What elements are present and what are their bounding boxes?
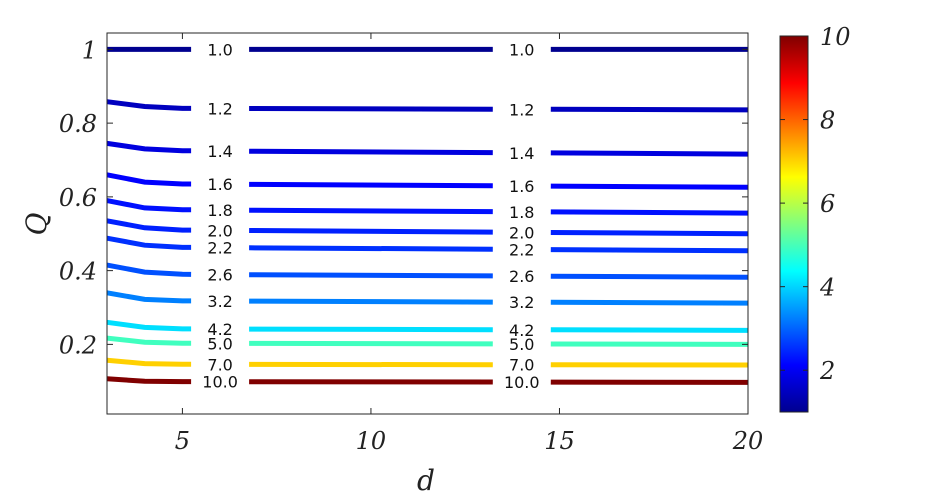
colorbar-ticks: 2 4 6 8 10 bbox=[780, 23, 851, 385]
contour-line-1-4-seg-2 bbox=[550, 150, 749, 157]
contour-label-3-2-0: 3.2 bbox=[207, 292, 232, 311]
contour-line-5-0-seg-0 bbox=[106, 335, 192, 346]
contour-label-2-2-1: 2.2 bbox=[509, 240, 534, 259]
contour-line-1-6-seg-2 bbox=[550, 183, 749, 190]
contour-line-2-2-seg-2 bbox=[550, 247, 749, 254]
colorbar-tick-label-8: 8 bbox=[820, 107, 835, 135]
contour-label-4-2-0: 4.2 bbox=[207, 320, 232, 339]
x-tick-label-20: 20 bbox=[732, 427, 764, 455]
contour-line-2-0-seg-0 bbox=[106, 218, 192, 233]
contour-label-7-0-1: 7.0 bbox=[509, 356, 534, 375]
contour-line-2-6-seg-1 bbox=[249, 272, 493, 279]
contour-label-1-8-1: 1.8 bbox=[509, 203, 534, 222]
contour-line-3-2-seg-1 bbox=[249, 298, 493, 305]
contour-line-1-6-seg-0 bbox=[106, 172, 192, 187]
contour-label-1-0-1: 1.0 bbox=[509, 40, 534, 59]
contour-line-7-0-seg-0 bbox=[106, 357, 192, 367]
contour-lines bbox=[106, 46, 749, 385]
contour-line-2-0-seg-1 bbox=[249, 228, 493, 235]
contour-line-2-6-seg-0 bbox=[106, 262, 192, 277]
contour-line-1-8-seg-2 bbox=[550, 209, 749, 216]
contour-line-2-6-seg-2 bbox=[550, 273, 749, 280]
contour-line-1-2-seg-0 bbox=[106, 99, 192, 111]
plot-frame bbox=[106, 32, 749, 415]
contour-label-1-4-0: 1.4 bbox=[207, 142, 232, 161]
contour-label-2-6-1: 2.6 bbox=[509, 267, 534, 286]
y-tick-label-1: 1 bbox=[82, 36, 97, 64]
y-tick-label-0.4: 0.4 bbox=[59, 258, 97, 286]
contour-label-2-2-0: 2.2 bbox=[207, 239, 232, 258]
y-tick-label-0.8: 0.8 bbox=[59, 110, 97, 138]
contour-line-4-2-seg-0 bbox=[106, 319, 192, 332]
plot-area bbox=[107, 33, 748, 414]
contour-label-1-2-1: 1.2 bbox=[509, 100, 534, 119]
contour-line-3-2-seg-2 bbox=[550, 299, 749, 306]
contour-label-2-0-0: 2.0 bbox=[207, 221, 232, 240]
y-axis-ticks: 0.2 0.4 0.6 0.8 1 bbox=[59, 36, 748, 359]
x-tick-label-15: 15 bbox=[544, 427, 575, 455]
contour-line-10-0-seg-0 bbox=[106, 376, 192, 385]
contour-label-2-0-1: 2.0 bbox=[509, 223, 534, 242]
contour-line-1-4-seg-1 bbox=[249, 148, 493, 156]
contour-label-1-6-0: 1.6 bbox=[207, 175, 232, 194]
contour-label-5-0-1: 5.0 bbox=[509, 335, 534, 354]
x-tick-label-5: 5 bbox=[175, 427, 190, 455]
contour-line-1-4-seg-0 bbox=[106, 140, 192, 154]
contour-line-1-2-seg-1 bbox=[249, 106, 493, 112]
contour-label-4-2-1: 4.2 bbox=[509, 321, 534, 340]
colorbar-tick-label-4: 4 bbox=[819, 274, 835, 302]
colorbar-tick-label-10: 10 bbox=[820, 23, 851, 51]
contour-labels: 1.0 1.01.2 1.21.4 1.41.6 1.61.8 1.82.0 2.02.2 2… bbox=[202, 40, 539, 392]
x-axis-label: d bbox=[417, 464, 435, 497]
contour-label-1-2-0: 1.2 bbox=[207, 99, 232, 118]
contour-line-4-2-seg-2 bbox=[550, 327, 749, 333]
contour-label-1-4-1: 1.4 bbox=[509, 144, 534, 163]
contour-label-1-6-1: 1.6 bbox=[509, 177, 534, 196]
contour-label-3-2-1: 3.2 bbox=[509, 293, 534, 312]
contour-line-4-2-seg-1 bbox=[249, 326, 493, 333]
contour-line-1-6-seg-1 bbox=[249, 181, 493, 189]
x-tick-label-10: 10 bbox=[356, 427, 387, 455]
colorbar bbox=[779, 35, 809, 413]
y-tick-label-0.2: 0.2 bbox=[59, 331, 97, 359]
y-axis-label: Q bbox=[20, 212, 53, 235]
contour-line-2-0-seg-2 bbox=[550, 230, 749, 237]
contour-label-7-0-0: 7.0 bbox=[207, 355, 232, 374]
contour-line-3-2-seg-0 bbox=[106, 290, 192, 304]
contour-line-2-2-seg-1 bbox=[249, 245, 493, 252]
y-tick-label-0.6: 0.6 bbox=[59, 184, 97, 212]
contour-label-10-0-1: 10.0 bbox=[504, 373, 540, 392]
contour-line-5-0-seg-1 bbox=[249, 340, 493, 347]
colorbar-tick-label-6: 6 bbox=[820, 190, 835, 218]
contour-label-1-0-0: 1.0 bbox=[207, 40, 232, 59]
contour-label-1-8-0: 1.8 bbox=[207, 201, 232, 220]
contour-label-5-0-0: 5.0 bbox=[207, 334, 232, 353]
contour-line-1-2-seg-2 bbox=[550, 106, 749, 113]
contour-label-10-0-0: 10.0 bbox=[202, 373, 238, 392]
contour-line-1-8-seg-0 bbox=[106, 198, 192, 213]
colorbar-tick-label-2: 2 bbox=[819, 357, 835, 385]
contour-line-1-8-seg-1 bbox=[249, 207, 493, 215]
contour-label-2-6-0: 2.6 bbox=[207, 266, 232, 285]
x-axis-ticks: 5 10 15 20 bbox=[175, 33, 764, 455]
contour-line-2-2-seg-0 bbox=[106, 235, 192, 250]
